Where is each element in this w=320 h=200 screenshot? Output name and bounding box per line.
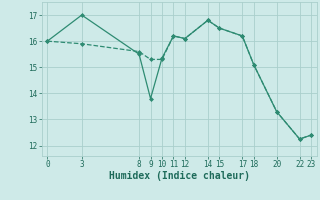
X-axis label: Humidex (Indice chaleur): Humidex (Indice chaleur) [109, 171, 250, 181]
